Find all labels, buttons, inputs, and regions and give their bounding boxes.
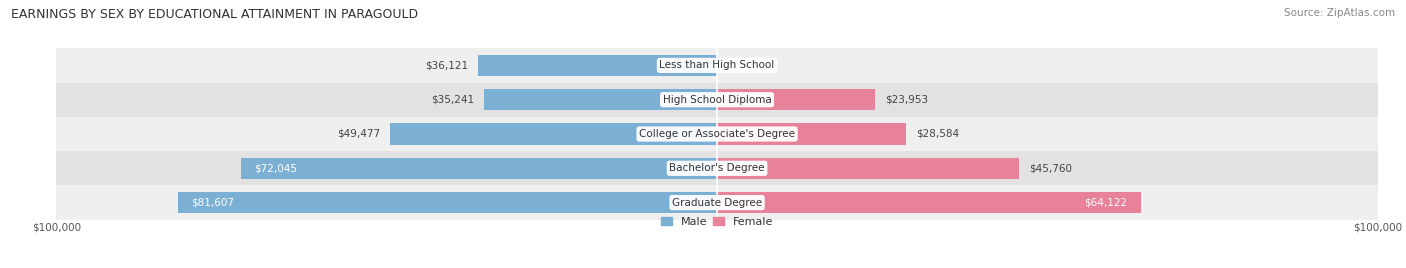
Text: $35,241: $35,241 (432, 95, 474, 105)
Text: EARNINGS BY SEX BY EDUCATIONAL ATTAINMENT IN PARAGOULD: EARNINGS BY SEX BY EDUCATIONAL ATTAINMEN… (11, 8, 419, 21)
Text: $28,584: $28,584 (915, 129, 959, 139)
Bar (56, 117, 1378, 151)
Text: Less than High School: Less than High School (659, 60, 775, 70)
Bar (478, 55, 717, 76)
Text: Bachelor's Degree: Bachelor's Degree (669, 163, 765, 173)
Bar (177, 192, 717, 213)
Legend: Male, Female: Male, Female (659, 215, 775, 228)
Text: $81,607: $81,607 (191, 198, 233, 208)
Text: $64,122: $64,122 (1084, 198, 1128, 208)
Bar (56, 151, 1378, 185)
Text: High School Diploma: High School Diploma (662, 95, 772, 105)
Text: $49,477: $49,477 (337, 129, 380, 139)
Bar (717, 158, 1019, 179)
Text: Graduate Degree: Graduate Degree (672, 198, 762, 208)
Text: $45,760: $45,760 (1029, 163, 1073, 173)
Bar (717, 89, 876, 110)
Text: $36,121: $36,121 (426, 60, 468, 70)
Text: Source: ZipAtlas.com: Source: ZipAtlas.com (1284, 8, 1395, 18)
Bar (484, 89, 717, 110)
Text: College or Associate's Degree: College or Associate's Degree (640, 129, 794, 139)
Bar (717, 192, 1140, 213)
Bar (389, 123, 717, 145)
Text: $72,045: $72,045 (254, 163, 297, 173)
Bar (56, 83, 1378, 117)
Bar (56, 185, 1378, 220)
Text: $23,953: $23,953 (886, 95, 928, 105)
Bar (240, 158, 717, 179)
Bar (56, 48, 1378, 83)
Bar (717, 123, 905, 145)
Text: $0: $0 (727, 60, 740, 70)
